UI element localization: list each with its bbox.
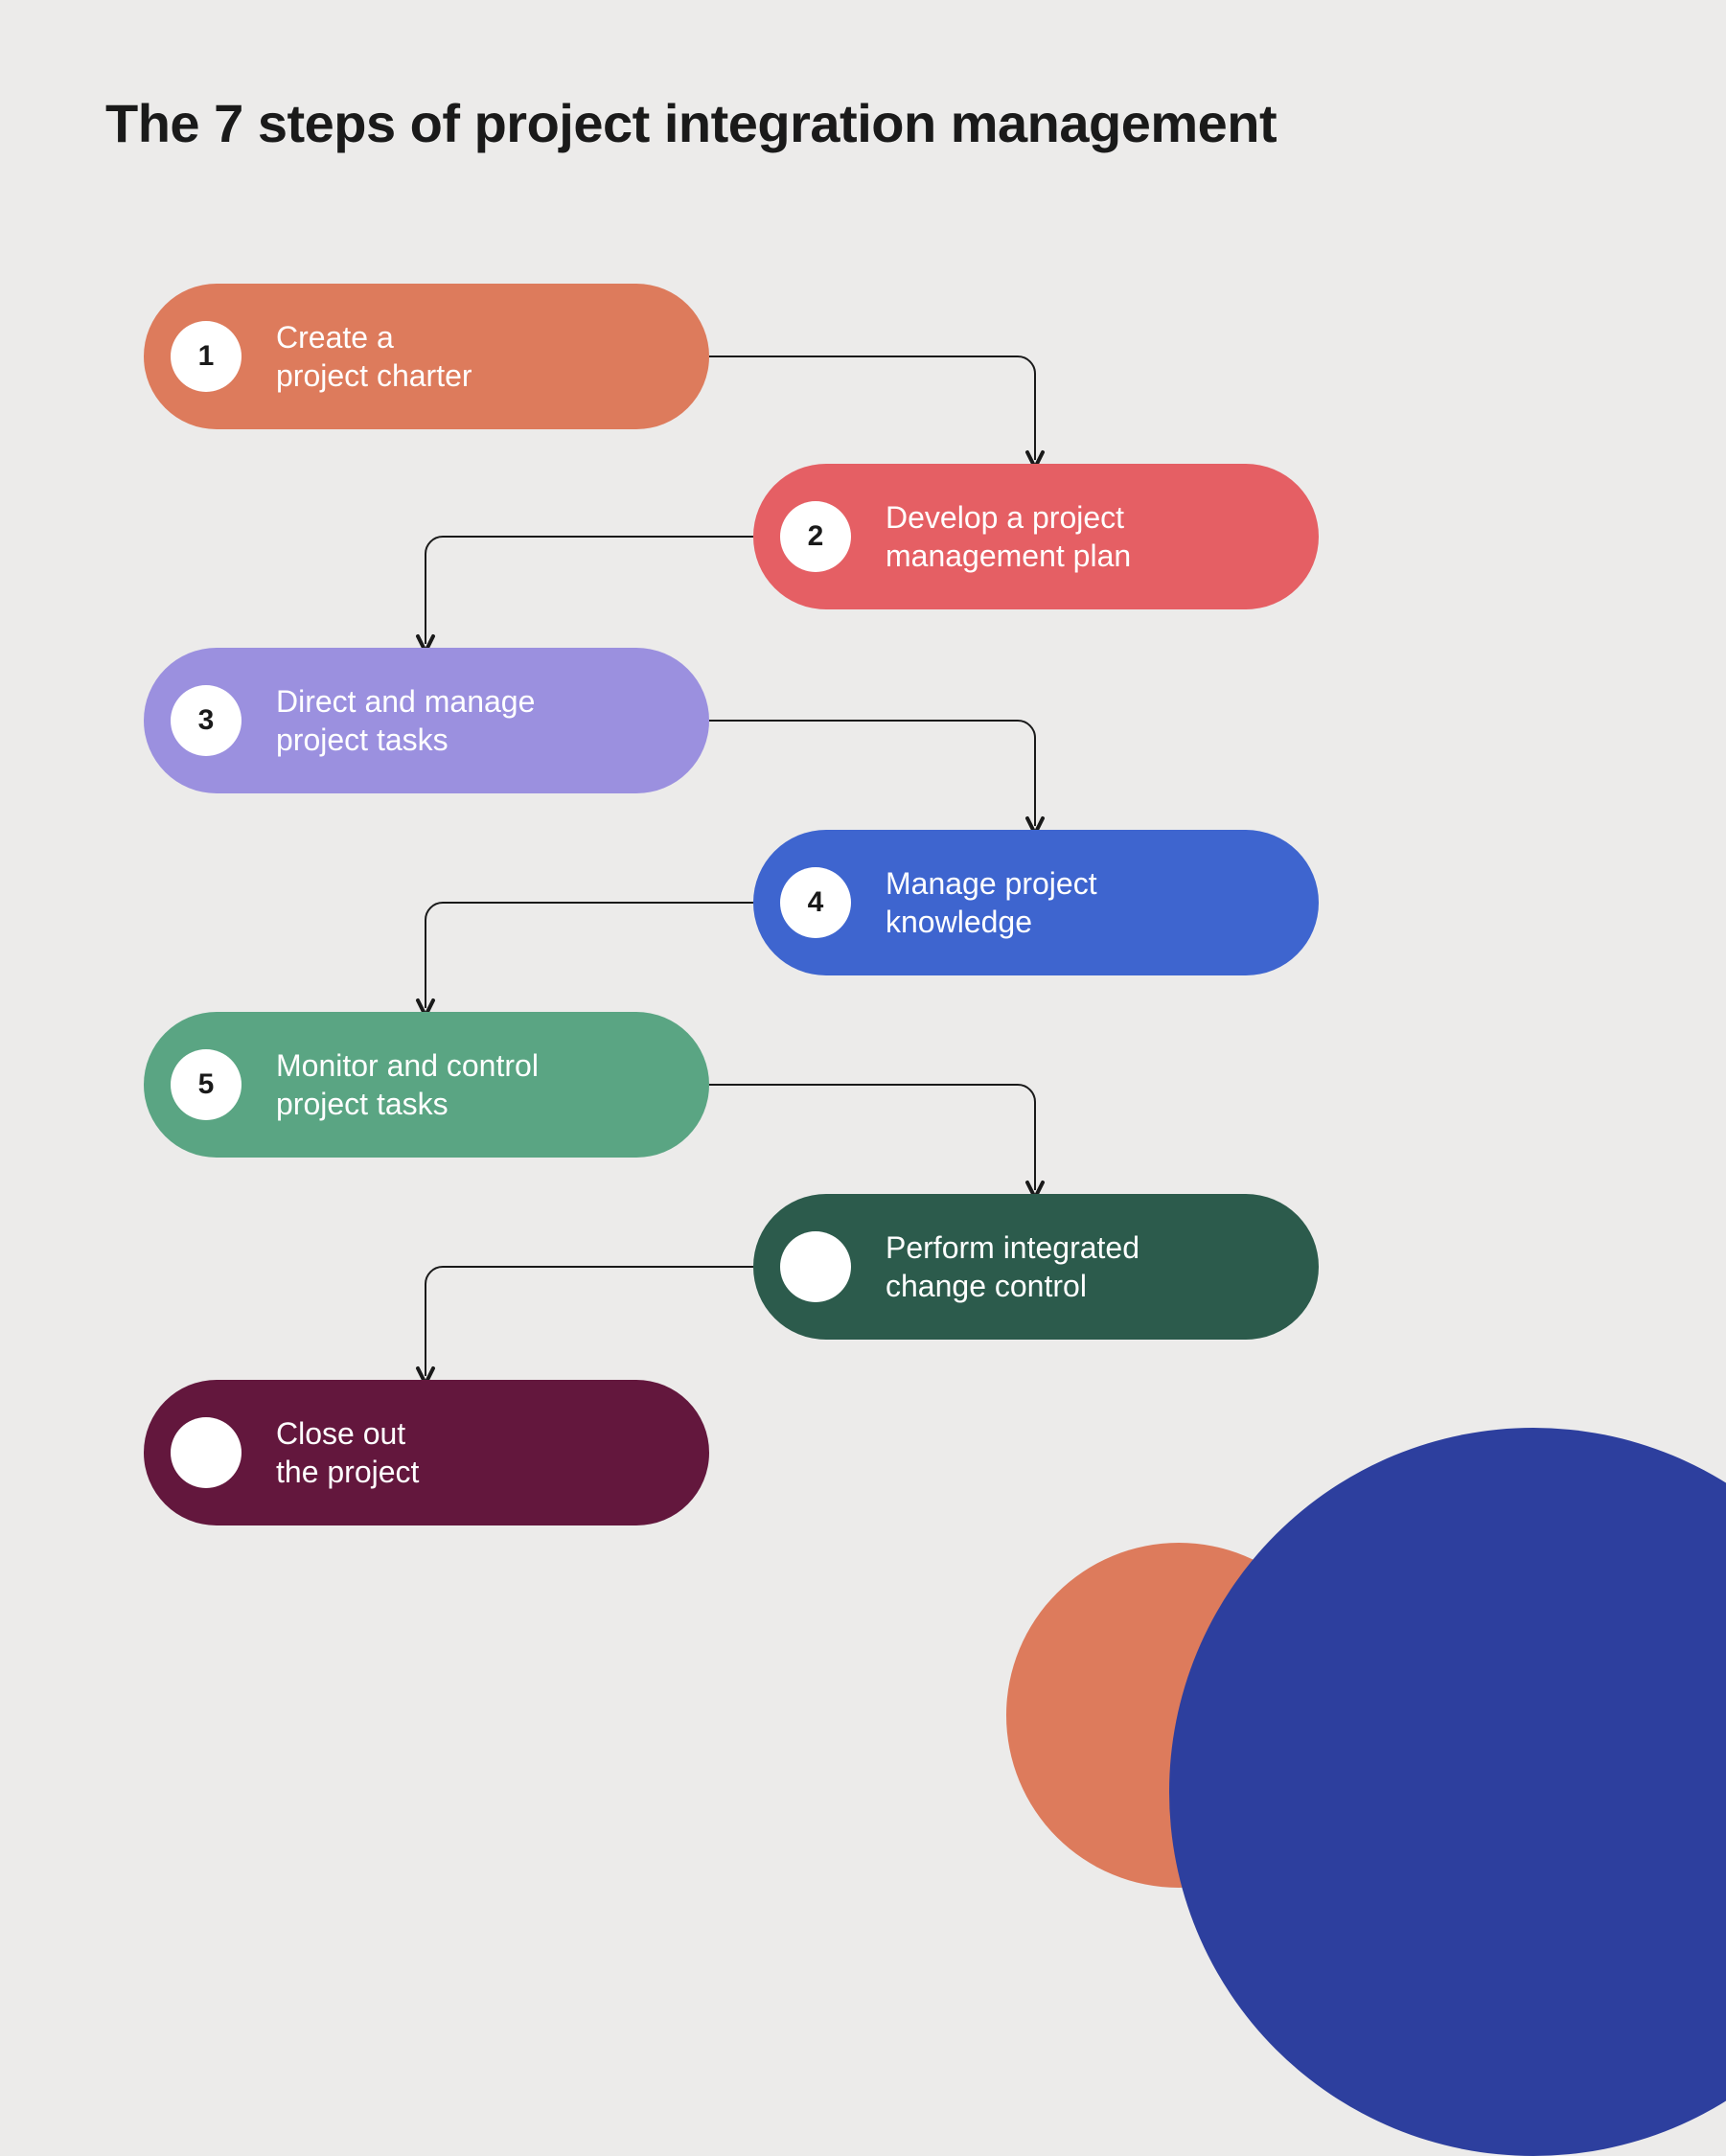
step-number: 6 [780, 1231, 851, 1302]
step-4: 4 Manage project knowledge [753, 830, 1319, 975]
step-label: Develop a project management plan [886, 498, 1131, 575]
step-7: 7 Close out the project [144, 1380, 709, 1525]
step-3: 3 Direct and manage project tasks [144, 648, 709, 793]
step-label: Monitor and control project tasks [276, 1046, 539, 1123]
step-number: 3 [171, 685, 242, 756]
step-label: Perform integrated change control [886, 1228, 1139, 1305]
step-label: Create a project charter [276, 318, 472, 395]
step-label: Close out the project [276, 1414, 419, 1491]
connector-3 [709, 721, 1035, 826]
decor-circle-large [1169, 1428, 1726, 2156]
step-number: 7 [171, 1417, 242, 1488]
connector-5 [709, 1085, 1035, 1190]
step-label: Manage project knowledge [886, 864, 1097, 941]
connector-2 [426, 537, 753, 644]
step-1: 1 Create a project charter [144, 284, 709, 429]
connector-6 [426, 1267, 753, 1376]
step-2: 2 Develop a project management plan [753, 464, 1319, 609]
step-label: Direct and manage project tasks [276, 682, 535, 759]
step-5: 5 Monitor and control project tasks [144, 1012, 709, 1158]
step-number: 1 [171, 321, 242, 392]
connector-1 [709, 356, 1035, 460]
step-number: 4 [780, 867, 851, 938]
page-title: The 7 steps of project integration manag… [105, 92, 1277, 154]
step-number: 2 [780, 501, 851, 572]
step-number: 5 [171, 1049, 242, 1120]
connector-4 [426, 903, 753, 1008]
step-6: 6 Perform integrated change control [753, 1194, 1319, 1340]
